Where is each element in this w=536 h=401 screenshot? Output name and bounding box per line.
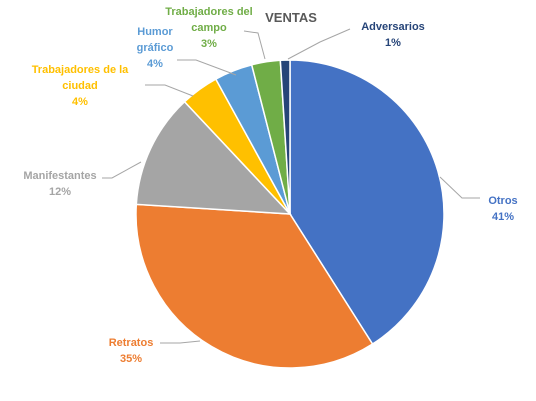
leader-lines bbox=[102, 28, 480, 344]
pie-slice-manifestantes bbox=[135, 100, 292, 215]
data-label-adversarios: Adversarios 1% bbox=[361, 21, 425, 49]
data-label-retratos: Retratos 35% bbox=[109, 337, 154, 365]
leader-line-manifestantes bbox=[102, 161, 142, 179]
pie-slices bbox=[135, 59, 445, 369]
pie-slice-otros bbox=[289, 59, 445, 346]
leader-line-adversarios bbox=[287, 28, 351, 60]
leader-line-otros bbox=[439, 176, 480, 199]
leader-line-retratos bbox=[160, 340, 201, 344]
chart-title: VENTAS bbox=[265, 10, 317, 25]
data-label-otros: Otros 41% bbox=[488, 195, 517, 223]
data-label-humor-grafico: Humor gráfico 4% bbox=[137, 26, 174, 70]
pie-slice-retratos bbox=[135, 203, 374, 369]
data-label-trabajadores-del-campo: Trabajadores del campo 3% bbox=[165, 6, 252, 50]
leader-line-humor-grafico bbox=[177, 59, 237, 76]
data-label-manifestantes: Manifestantes 12% bbox=[23, 170, 96, 198]
pie-slice-adversarios bbox=[279, 59, 291, 215]
data-labels: Otros 41% Retratos 35% Manifestantes 12% Traba… bbox=[23, 6, 517, 365]
leader-line-trabajadores-de-la-ciudad bbox=[145, 84, 194, 97]
leader-line-trabajadores-del-campo bbox=[243, 30, 266, 60]
data-label-trabajadores-de-la-ciudad: Trabajadores de la ciudad 4% bbox=[32, 64, 129, 108]
